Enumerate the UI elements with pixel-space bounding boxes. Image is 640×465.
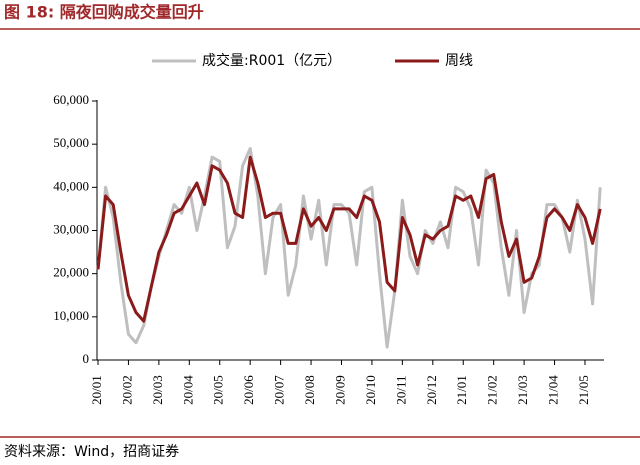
x-tick-label: 21/04 (546, 375, 561, 405)
y-tick-label: 30,000 (53, 221, 89, 236)
x-tick-label: 21/03 (515, 375, 530, 405)
x-tick-label: 20/06 (241, 375, 256, 405)
x-tick-label: 20/03 (150, 375, 165, 405)
x-tick-label: 20/01 (89, 375, 104, 405)
x-tick-label: 21/02 (485, 375, 500, 405)
x-tick-label: 20/02 (119, 375, 134, 405)
chart-title: 图 18: 隔夜回购成交量回升 (4, 3, 204, 22)
series-line (96, 155, 602, 323)
series-line (96, 147, 602, 349)
x-tick-label: 20/08 (302, 375, 317, 405)
x-tick-label: 21/01 (454, 375, 469, 405)
x-tick-label: 20/10 (363, 375, 378, 405)
legend-label: 周线 (445, 53, 473, 69)
x-tick-label: 20/11 (393, 375, 408, 404)
x-tick-label: 20/12 (424, 375, 439, 405)
x-tick-label: 20/09 (332, 375, 347, 405)
x-tick-label: 20/05 (211, 375, 226, 405)
y-tick-label: 50,000 (53, 135, 89, 150)
y-tick-label: 0 (83, 351, 90, 366)
legend-label: 成交量:R001（亿元） (202, 52, 341, 69)
source: 资料来源：Wind，招商证券 (4, 444, 179, 460)
y-tick-label: 60,000 (53, 92, 89, 107)
y-tick-label: 10,000 (53, 308, 89, 323)
y-tick-label: 40,000 (53, 178, 89, 193)
x-tick-label: 20/04 (180, 375, 195, 405)
y-tick-label: 20,000 (53, 265, 89, 280)
x-tick-label: 20/07 (272, 375, 287, 405)
x-tick-label: 21/05 (576, 375, 591, 405)
